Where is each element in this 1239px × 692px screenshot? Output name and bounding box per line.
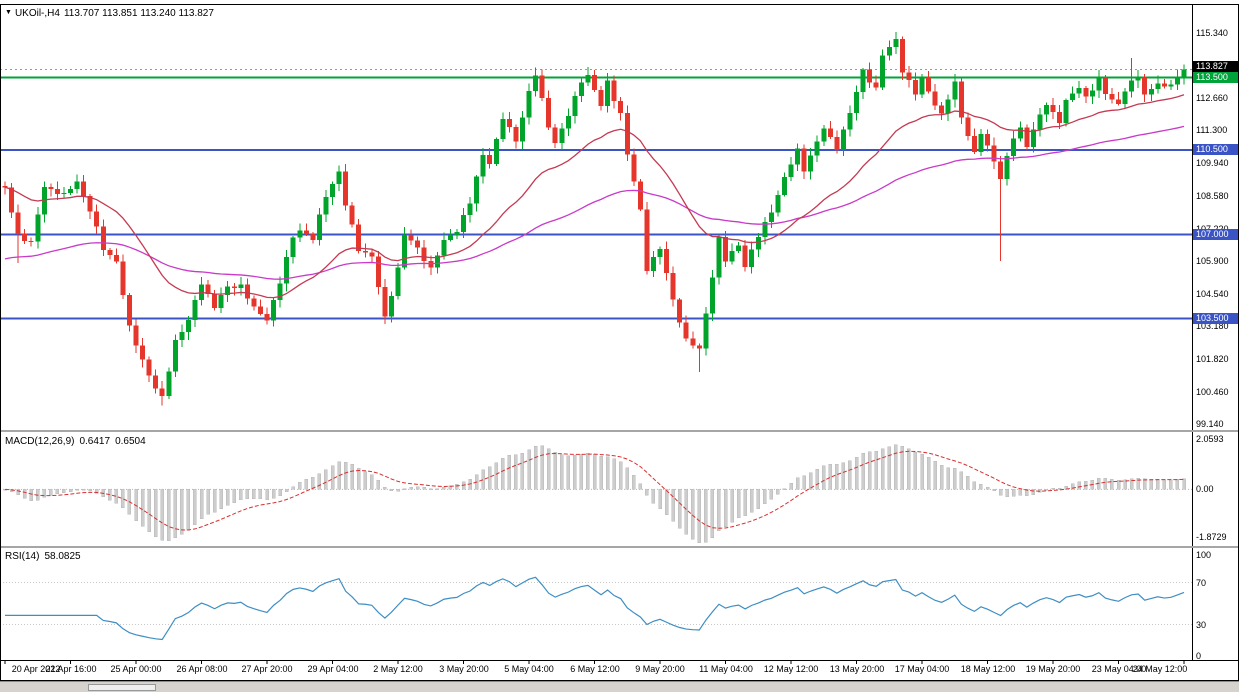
macd-signal-line xyxy=(4,450,1185,531)
rsi-line xyxy=(5,576,1185,641)
horizontal-level-lines[interactable] xyxy=(0,76,1192,320)
time-axis-ticks xyxy=(4,661,1185,664)
panel-separator-rsi[interactable] xyxy=(0,546,1239,548)
ohlc-readout: 113.707 113.851 113.240 113.827 xyxy=(63,8,214,19)
panel-separator-macd[interactable] xyxy=(0,430,1239,432)
chart-canvas[interactable] xyxy=(0,0,1239,666)
symbol-timeframe-label: UKOil-,H4 xyxy=(14,8,60,19)
macd-name: MACD(12,26,9) xyxy=(5,436,75,447)
macd-value: 0.6417 xyxy=(79,436,111,447)
macd-histogram xyxy=(3,444,1186,544)
rsi-value: 58.0825 xyxy=(44,551,81,562)
scrollbar-thumb[interactable] xyxy=(88,684,156,691)
rsi-indicator-label: RSI(14) 58.0825 xyxy=(5,551,86,562)
macd-signal-value: 0.6504 xyxy=(115,436,146,447)
rsi-name: RSI(14) xyxy=(5,551,40,562)
chart-header: ▼ UKOil-,H4 113.707 113.851 113.240 113.82… xyxy=(5,8,218,19)
macd-indicator-label: MACD(12,26,9) 0.6417 0.6504 xyxy=(5,436,151,447)
horizontal-scrollbar[interactable] xyxy=(0,681,1239,692)
symbol-triangle-icon: ▼ xyxy=(5,9,12,16)
ma-fast-line xyxy=(4,94,1185,299)
candlestick-series xyxy=(2,31,1187,406)
ma-slow-line xyxy=(4,125,1185,280)
